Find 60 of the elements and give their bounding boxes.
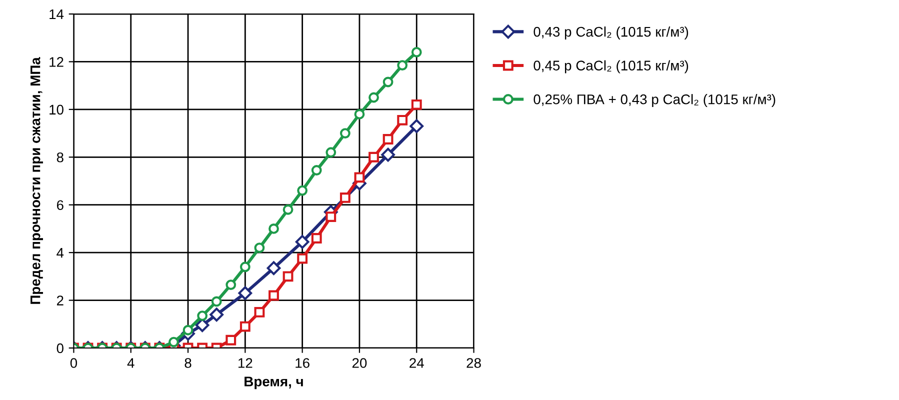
- point: [266, 261, 281, 276]
- point: [282, 271, 294, 282]
- x-tick-label: 8: [184, 358, 192, 368]
- legend-label: 0,43 р CaCl₂ (1015 кг/м³): [534, 26, 688, 40]
- point: [381, 148, 395, 162]
- x-tick-label: 4: [127, 358, 134, 368]
- point: [282, 204, 294, 215]
- point: [195, 318, 210, 332]
- point: [410, 119, 424, 134]
- point: [340, 128, 350, 138]
- x-tick-label: 20: [352, 358, 367, 368]
- point: [238, 286, 252, 300]
- y-tick-label: 10: [50, 104, 64, 115]
- point: [268, 224, 279, 234]
- point: [354, 108, 365, 120]
- point: [210, 308, 224, 322]
- point: [168, 336, 179, 348]
- point: [295, 234, 310, 249]
- x-tick-label: 12: [238, 358, 252, 368]
- y-tick-label: 6: [56, 200, 64, 210]
- legend-label: 0,45 р CaCl₂ (1015 кг/м³): [534, 60, 688, 74]
- point: [411, 99, 422, 110]
- point: [326, 212, 336, 222]
- point: [297, 253, 308, 264]
- point: [311, 233, 322, 244]
- point: [254, 307, 265, 318]
- point: [411, 46, 422, 58]
- y-tick-label: 8: [56, 152, 64, 162]
- point: [311, 165, 322, 176]
- point: [354, 172, 365, 183]
- point: [226, 280, 236, 290]
- point: [240, 262, 250, 272]
- point: [382, 76, 394, 88]
- x-tick-label: 16: [296, 358, 310, 368]
- point: [368, 152, 379, 162]
- legend-label: 0,25% ПВА + 0,43 р CaCl₂ (1015 кг/м³): [534, 94, 776, 108]
- y-tick-label: 4: [56, 248, 64, 258]
- point: [197, 310, 208, 322]
- x-tick-label: 28: [466, 358, 481, 368]
- y-axis-title: Предел прочности при сжатии, МПа: [30, 57, 43, 304]
- point: [368, 92, 379, 103]
- point: [340, 192, 350, 203]
- x-tick-label: 0: [70, 358, 78, 368]
- y-tick-label: 14: [50, 9, 64, 20]
- x-axis-title: Время, ч: [244, 376, 303, 390]
- y-tick-label: 0: [56, 343, 64, 354]
- point: [397, 60, 408, 71]
- y-tick-label: 2: [56, 296, 64, 306]
- point: [397, 114, 408, 126]
- point: [382, 134, 394, 144]
- point: [211, 296, 222, 307]
- point: [268, 290, 279, 301]
- point: [297, 185, 308, 196]
- point: [240, 321, 250, 332]
- x-tick-label: 24: [410, 358, 424, 368]
- point: [254, 242, 265, 254]
- point: [326, 147, 336, 158]
- y-tick-label: 12: [50, 57, 64, 67]
- point: [182, 324, 194, 336]
- point: [226, 334, 236, 346]
